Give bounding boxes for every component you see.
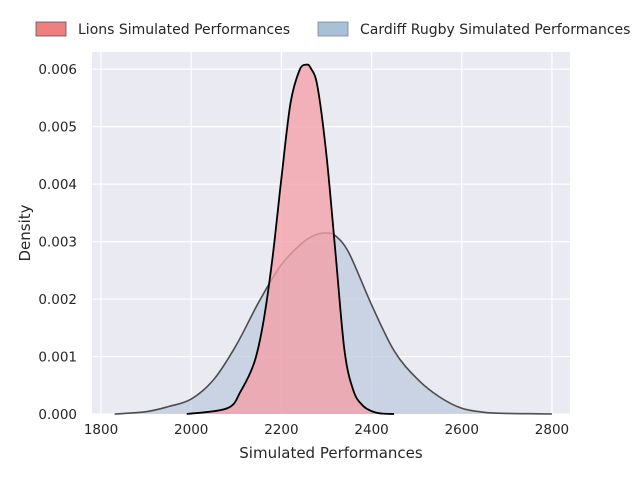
legend-label-cardiff: Cardiff Rugby Simulated Performances — [360, 22, 630, 38]
x-tick-label: 2000 — [174, 422, 208, 438]
y-tick-label: 0.006 — [38, 62, 77, 78]
y-axis-title: Density — [16, 204, 34, 261]
lions-density-area — [186, 64, 395, 414]
y-tick-label: 0.000 — [38, 407, 77, 423]
lions-density-line — [186, 63, 395, 415]
y-axis-ticks: 0.000 0.001 0.002 0.003 0.004 0.005 0.006 — [38, 62, 77, 423]
x-tick-label: 2600 — [445, 422, 479, 438]
x-axis-title: Simulated Performances — [239, 444, 423, 462]
y-tick-label: 0.005 — [38, 120, 77, 136]
x-tick-label: 1800 — [84, 422, 118, 438]
legend-swatch-cardiff — [317, 21, 349, 37]
x-axis-ticks: 1800 2000 2200 2400 2600 2800 — [84, 422, 569, 438]
y-tick-label: 0.004 — [38, 177, 77, 193]
x-tick-label: 2800 — [535, 422, 569, 438]
x-tick-label: 2400 — [354, 422, 388, 438]
legend-label-lions: Lions Simulated Performances — [78, 22, 290, 38]
series-layer — [114, 63, 552, 415]
x-tick-label: 2200 — [264, 422, 298, 438]
y-tick-label: 0.003 — [38, 235, 77, 251]
legend-swatch-lions — [35, 21, 67, 37]
y-tick-label: 0.001 — [38, 350, 77, 366]
y-tick-label: 0.002 — [38, 292, 77, 308]
legend: Lions Simulated Performances Cardiff Rug… — [35, 21, 630, 38]
